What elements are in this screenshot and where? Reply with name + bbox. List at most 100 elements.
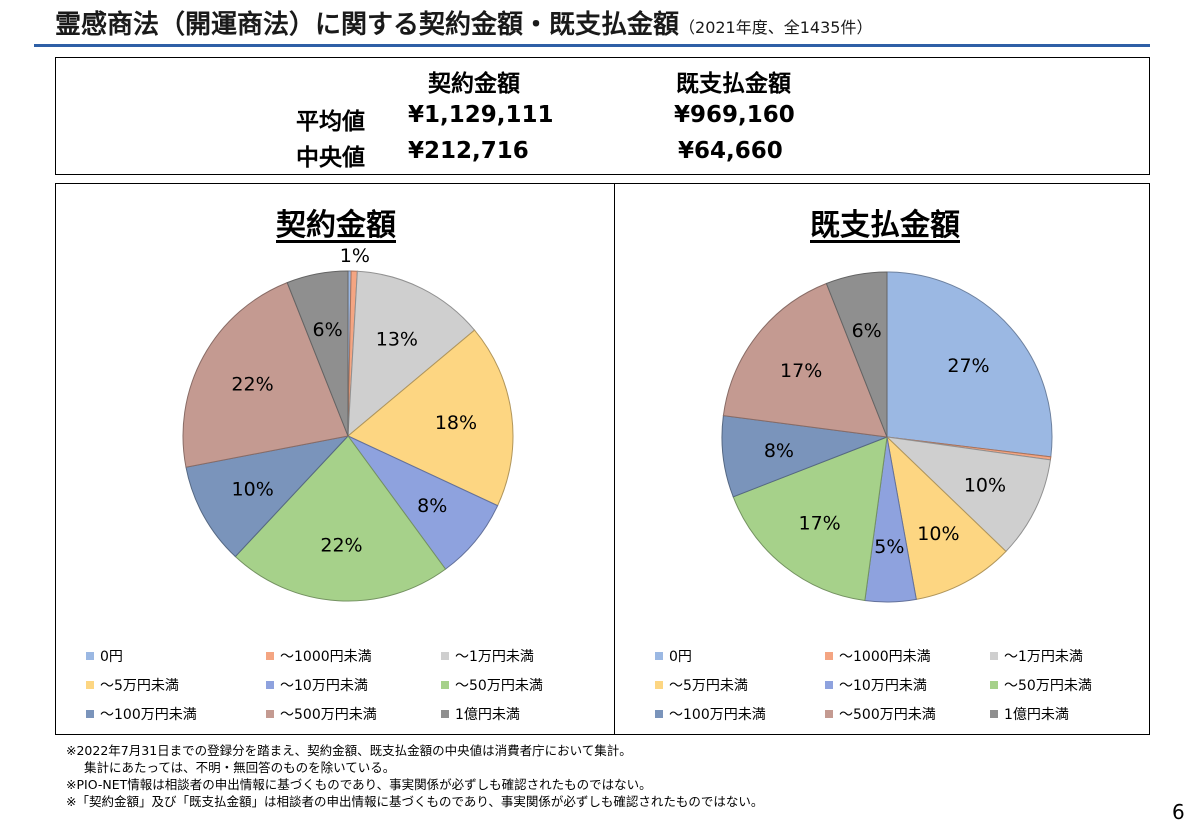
- legend-item-0-7: ～500万円未満: [266, 704, 377, 724]
- pie-slice-1-5: [732, 436, 888, 602]
- summary-mean-paid: ¥969,160: [674, 102, 795, 128]
- footnote-2: 集計にあたっては、不明・無回答のものを除いている。: [84, 760, 396, 775]
- legend-swatch: [655, 652, 663, 660]
- legend-label: ～50万円未満: [455, 678, 543, 694]
- summary-box: 契約金額 既支払金額 平均値 ¥1,129,111 ¥969,160 中央値 ¥…: [55, 57, 1150, 175]
- legend-swatch: [825, 710, 833, 718]
- legend-item-0-4: ～10万円未満: [266, 675, 368, 695]
- legend-item-1-7: ～500万円未満: [825, 704, 936, 724]
- page-number: 6: [1172, 800, 1185, 824]
- legend-swatch: [990, 681, 998, 689]
- legend-label: 1億円未満: [1004, 707, 1069, 723]
- data-label-0-2: 13%: [376, 329, 418, 351]
- legend-label: 1億円未満: [455, 707, 520, 723]
- legend-swatch: [86, 710, 94, 718]
- summary-mean-contract: ¥1,129,111: [408, 102, 554, 128]
- footnotes: ※2022年7月31日までの登録分を踏まえ、契約金額、既支払金額の中央値は消費者…: [66, 742, 763, 810]
- legend-label: ～500万円未満: [839, 707, 936, 723]
- legend-swatch: [441, 710, 449, 718]
- legend-item-1-0: 0円: [655, 646, 692, 666]
- legend-label: ～5万円未満: [669, 678, 748, 694]
- legend-swatch: [655, 710, 663, 718]
- legend-label: ～50万円未満: [1004, 678, 1092, 694]
- summary-header-contract: 契約金額: [428, 71, 520, 97]
- data-label-0-8: 6%: [312, 319, 342, 341]
- data-label-1-5: 17%: [799, 513, 841, 535]
- legend-swatch: [86, 652, 94, 660]
- title-subtitle: （2021年度、全1435件）: [679, 18, 873, 37]
- footnote-4: ※「契約金額」及び「既支払金額」は相談者の申出情報に基づくものであり、事実関係が…: [66, 794, 764, 809]
- data-label-0-7: 22%: [231, 374, 273, 396]
- legend-item-0-8: 1億円未満: [441, 704, 520, 724]
- data-label-1-6: 8%: [764, 440, 794, 462]
- summary-row-label-median: 中央値: [296, 145, 365, 171]
- legend-item-0-3: ～5万円未満: [86, 675, 179, 695]
- legend-item-0-5: ～50万円未満: [441, 675, 543, 695]
- legend-item-0-6: ～100万円未満: [86, 704, 197, 724]
- legend-label: ～500万円未満: [280, 707, 377, 723]
- summary-median-contract: ¥212,716: [408, 138, 529, 164]
- slide-title: 霊感商法（開運商法）に関する契約金額・既支払金額（2021年度、全1435件）: [55, 4, 1195, 40]
- pie-slice-1-0: [886, 271, 1053, 458]
- legend-label: ～1000円未満: [839, 649, 931, 665]
- data-label-0-1: 1%: [340, 245, 370, 267]
- paid-amount-chart-panel: 既支払金額 27% 10% 10% 5% 17% 8% 17% 6% 0円 ～1000円未満 ～1…: [614, 183, 1150, 735]
- data-label-0-4: 8%: [417, 495, 447, 517]
- pie-slice-1-7: [722, 282, 888, 438]
- legend-swatch: [266, 681, 274, 689]
- legend-item-1-5: ～50万円未満: [990, 675, 1092, 695]
- title-main: 霊感商法（開運商法）に関する契約金額・既支払金額: [55, 10, 680, 40]
- paid-chart-title: 既支払金額: [810, 208, 960, 243]
- legend-label: ～1万円未満: [1004, 649, 1083, 665]
- contract-chart-title: 契約金額: [276, 208, 396, 243]
- contract-pie-chart: 1% 13% 18% 8% 22% 10% 22% 6%: [182, 245, 514, 602]
- legend-label: ～10万円未満: [280, 678, 368, 694]
- legend-label: ～100万円未満: [669, 707, 766, 723]
- legend-item-1-1: ～1000円未満: [825, 646, 931, 666]
- data-label-0-6: 10%: [232, 479, 274, 501]
- legend-swatch: [266, 652, 274, 660]
- footnote-3: ※PIO-NET情報は相談者の申出情報に基づくものであり、事実関係が必ずしも確認…: [66, 777, 652, 792]
- legend-swatch: [825, 681, 833, 689]
- legend-item-1-3: ～5万円未満: [655, 675, 748, 695]
- data-label-1-2: 10%: [964, 475, 1006, 497]
- legend-item-0-0: 0円: [86, 646, 123, 666]
- pie-slice-0-6: [185, 435, 350, 558]
- legend-label: ～10万円未満: [839, 678, 927, 694]
- pie-slice-0-7: [182, 281, 349, 468]
- legend-item-1-8: 1億円未満: [990, 704, 1069, 724]
- legend-swatch: [990, 710, 998, 718]
- contract-amount-chart-panel: 契約金額 1% 13% 18% 8% 22% 10% 22% 6% 0円 ～1000円未満 ～1万…: [55, 183, 615, 735]
- pie-slice-0-8: [286, 270, 349, 437]
- data-label-1-4: 5%: [874, 536, 904, 558]
- data-label-1-0: 27%: [947, 355, 989, 377]
- summary-median-paid: ¥64,660: [678, 138, 783, 164]
- pie-slice-1-2: [885, 436, 1051, 553]
- legend-swatch: [990, 652, 998, 660]
- summary-row-label-mean: 平均値: [296, 109, 365, 135]
- legend-item-1-4: ～10万円未満: [825, 675, 927, 695]
- data-label-1-3: 10%: [917, 523, 959, 545]
- paid-pie-chart: 27% 10% 10% 5% 17% 8% 17% 6%: [721, 271, 1053, 603]
- legend-item-1-2: ～1万円未満: [990, 646, 1083, 666]
- pie-slice-0-5: [234, 435, 447, 602]
- legend-label: ～100万円未満: [100, 707, 197, 723]
- pie-slice-1-8: [825, 271, 888, 438]
- legend-item-1-6: ～100万円未満: [655, 704, 766, 724]
- data-label-0-5: 22%: [320, 535, 362, 557]
- legend-swatch: [86, 681, 94, 689]
- legend-item-0-1: ～1000円未満: [266, 646, 372, 666]
- legend-label: ～1万円未満: [455, 649, 534, 665]
- legend-label: 0円: [669, 649, 692, 665]
- legend-swatch: [655, 681, 663, 689]
- legend-swatch: [266, 710, 274, 718]
- data-label-1-8: 6%: [852, 320, 882, 342]
- pie-slice-0-3: [347, 329, 514, 507]
- pie-slice-1-3: [886, 435, 1007, 600]
- legend-label: ～5万円未満: [100, 678, 179, 694]
- legend-label: 0円: [100, 649, 123, 665]
- legend-swatch: [825, 652, 833, 660]
- legend-label: ～1000円未満: [280, 649, 372, 665]
- legend-swatch: [441, 652, 449, 660]
- data-label-0-3: 18%: [435, 412, 477, 434]
